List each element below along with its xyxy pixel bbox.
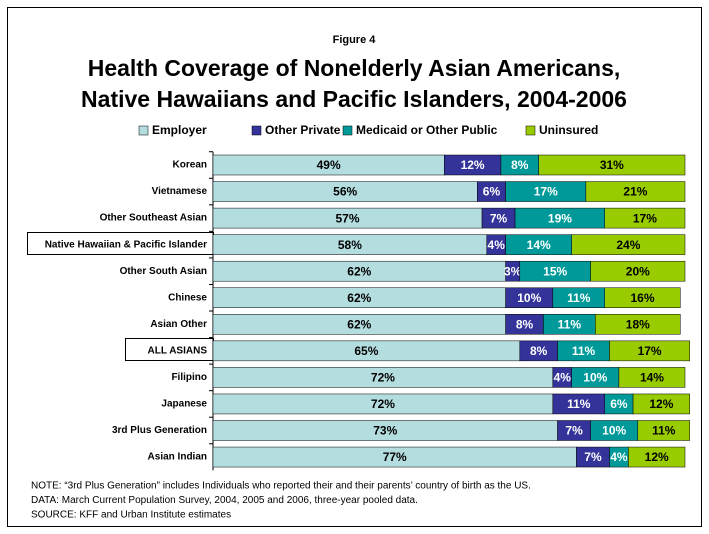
category-label: Other Southeast Asian [100, 213, 207, 224]
value-label: 8% [530, 344, 548, 358]
value-label: 17% [638, 344, 662, 358]
value-label: 12% [645, 450, 669, 464]
value-label: 62% [347, 317, 371, 331]
value-label: 62% [347, 264, 371, 278]
bar-segment [632, 393, 690, 415]
category-label: Korean [173, 160, 207, 171]
note: NOTE: “3rd Plus Generation” includes Ind… [31, 481, 531, 492]
bar-segment [590, 260, 686, 282]
chart-title: Health Coverage of Nonelderly Asian Amer… [88, 55, 621, 81]
value-label: 6% [610, 397, 628, 411]
legend-swatch [525, 125, 536, 136]
value-label: 31% [600, 158, 624, 172]
value-label: 8% [511, 158, 529, 172]
value-label: 10% [602, 424, 626, 438]
value-label: 14% [640, 371, 664, 385]
legend-label: Medicaid or Other Public [356, 123, 498, 137]
legend-label: Employer [152, 123, 207, 137]
value-label: 12% [461, 158, 485, 172]
value-label: 11% [558, 317, 582, 331]
legend-label: Other Private [265, 123, 341, 137]
bar-segment [571, 234, 686, 255]
value-label: 7% [490, 211, 508, 225]
category-label: Asian Other [150, 319, 207, 330]
category-label: Asian Indian [148, 452, 207, 463]
value-label: 49% [317, 158, 341, 172]
category-label: Native Hawaiian & Pacific Islander [45, 239, 207, 250]
figure-label: Figure 4 [333, 34, 377, 46]
value-label: 73% [373, 424, 397, 438]
value-label: 7% [565, 424, 583, 438]
legend-swatch [138, 125, 149, 136]
category-label: Other South Asian [120, 266, 207, 277]
value-label: 20% [626, 264, 650, 278]
note: DATA: March Current Population Survey, 2… [31, 495, 418, 506]
value-label: 58% [338, 238, 362, 252]
value-label: 24% [616, 238, 640, 252]
value-label: 65% [354, 344, 378, 358]
legend-label: Uninsured [539, 123, 598, 137]
value-label: 8% [516, 317, 534, 331]
value-label: 21% [623, 185, 647, 199]
value-label: 12% [649, 397, 673, 411]
bar-segment [604, 207, 686, 229]
value-label: 15% [543, 264, 567, 278]
value-label: 77% [383, 450, 407, 464]
value-label: 57% [336, 211, 360, 225]
value-label: 4% [488, 238, 506, 252]
bar-segment [628, 446, 686, 468]
category-label: Filipino [171, 372, 207, 383]
value-label: 11% [567, 397, 591, 411]
category-label: Vietnamese [152, 186, 208, 197]
value-label: 17% [534, 185, 558, 199]
legend-swatch [251, 125, 262, 136]
bar-segment [604, 287, 681, 308]
value-label: 11% [567, 291, 591, 305]
value-label: 16% [631, 291, 655, 305]
bar-segment [595, 314, 681, 335]
bar-segment [609, 340, 690, 362]
value-label: 4% [610, 450, 628, 464]
category-label: ALL ASIANS [148, 345, 208, 356]
bar-segment [637, 420, 690, 441]
value-label: 17% [633, 211, 657, 225]
value-label: 11% [572, 344, 596, 358]
category-label: Japanese [161, 399, 207, 410]
bar-segment [585, 181, 686, 202]
category-label: Chinese [168, 292, 207, 303]
value-label: 62% [347, 291, 371, 305]
bar-segment [538, 154, 686, 176]
value-label: 11% [652, 424, 676, 438]
value-label: 56% [333, 185, 357, 199]
note: SOURCE: KFF and Urban Institute estimate… [31, 510, 231, 521]
value-label: 18% [626, 317, 650, 331]
chart-title: Native Hawaiians and Pacific Islanders, … [81, 86, 627, 112]
category-label: 3rd Plus Generation [112, 425, 207, 436]
value-label: 72% [371, 371, 395, 385]
frame [7, 7, 702, 527]
bar-segment [618, 367, 686, 388]
value-label: 10% [583, 371, 607, 385]
value-label: 4% [554, 371, 572, 385]
legend-swatch [342, 125, 353, 136]
value-label: 14% [527, 238, 551, 252]
value-label: 10% [517, 291, 541, 305]
value-label: 3% [504, 264, 522, 278]
value-label: 7% [584, 450, 602, 464]
value-label: 6% [483, 185, 501, 199]
value-label: 72% [371, 397, 395, 411]
value-label: 19% [548, 211, 572, 225]
